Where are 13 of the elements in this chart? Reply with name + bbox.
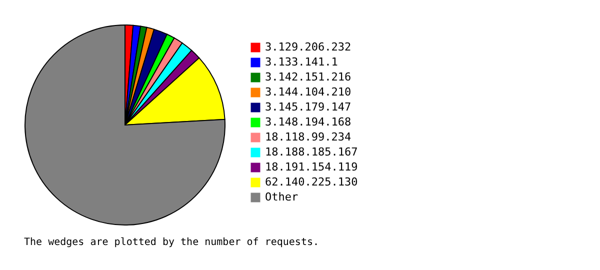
legend-label: 3.133.141.1 [265,56,338,68]
legend-label: 3.144.104.210 [265,86,352,98]
legend-label: 62.140.225.130 [265,176,358,188]
legend-label: 3.148.194.168 [265,116,352,128]
legend-label: Other [265,190,298,204]
pie-slice [24,24,226,226]
legend-label: 3.145.179.147 [265,100,352,114]
legend-label: 3.129.206.232 [265,40,352,54]
legend-label: 3.142.151.216 [265,70,352,84]
text: The wedges are plotted by the number of requests. [24,237,320,248]
legend-label: 18.191.154.119 [265,160,358,174]
legend-label: 18.118.99.234 [265,130,352,144]
legend-label: 18.188.185.167 [265,146,358,158]
